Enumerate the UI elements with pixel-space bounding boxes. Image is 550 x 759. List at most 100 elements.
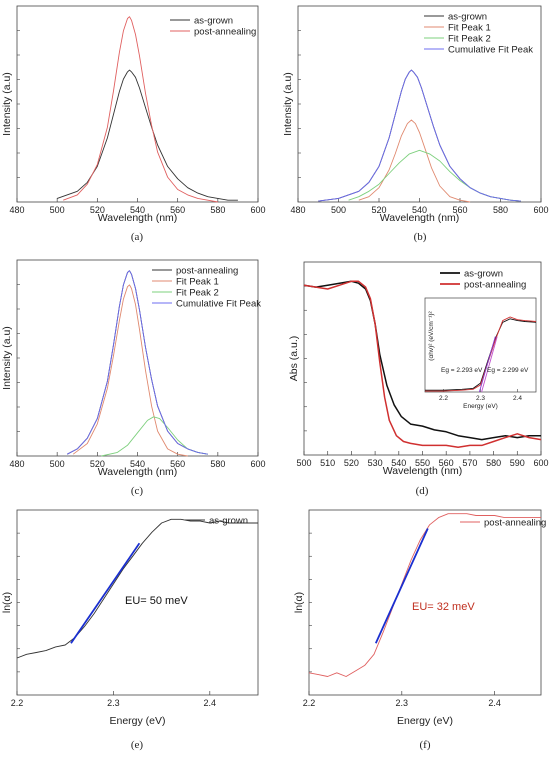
y-axis-title: ln(α) xyxy=(293,592,305,613)
x-tick-label: 550 xyxy=(415,458,430,468)
x-axis-title: Wavelength (nm) xyxy=(98,212,178,224)
legend-label: Fit Peak 1 xyxy=(448,23,491,34)
x-tick-label: 2.3 xyxy=(107,698,120,708)
x-axis-title: Wavelength (nm) xyxy=(383,465,463,477)
chart-panel-f: 2.2 2.3 2.4 Energy (eV) ln(α) post-annealing (… xyxy=(293,509,546,751)
x-tick-label: 2.4 xyxy=(204,698,217,708)
chart-panel-d: 500 510 520 530 540 550 560 570 580 590 600 Wavelen… xyxy=(288,261,549,497)
y-axis-title: Abs (a.u.) xyxy=(288,336,300,382)
x-tick-label: 580 xyxy=(486,458,501,468)
legend-label: post-annealing xyxy=(484,518,546,529)
legend-label: post-annealing xyxy=(464,280,526,291)
inset-eg-post: Eg = 2.299 eV xyxy=(487,367,529,374)
chart-panel-a: 480 500 520 540 560 580 600 Wavelength (nm) Inte… xyxy=(1,5,266,243)
x-tick-label: 520 xyxy=(371,205,386,215)
panel-label: (d) xyxy=(416,485,429,497)
legend-label: post-annealing xyxy=(194,27,256,38)
x-tick-label: 580 xyxy=(493,205,508,215)
x-tick-label: 480 xyxy=(290,205,305,215)
plot-frame xyxy=(297,5,542,203)
legend-label: Cumulative Fit Peak xyxy=(176,299,261,310)
urbach-energy-annotation: EU= 50 meV xyxy=(125,595,188,607)
x-tick-label: 540 xyxy=(412,205,427,215)
series-line-as-grown xyxy=(57,69,238,201)
inset-plot: 2.2 2.3 2.4 Energy (eV) (αhν)² (eV/cm⁻¹)² Eg … xyxy=(424,297,537,410)
legend-label: as-grown xyxy=(464,269,503,280)
plot-frame xyxy=(16,259,259,457)
series-line-as-grown xyxy=(318,69,521,202)
y-axis-title: Intensity (a.u) xyxy=(1,72,13,136)
x-axis-title: Energy (eV) xyxy=(397,715,453,727)
legend-label: Fit Peak 1 xyxy=(176,277,219,288)
x-tick-label: 560 xyxy=(439,458,454,468)
x-tick-label: 520 xyxy=(344,458,359,468)
series-line-post-annealing xyxy=(303,280,542,449)
inset-tangent-line xyxy=(478,336,496,393)
urbach-fit-line xyxy=(374,528,429,644)
panel-label: (c) xyxy=(131,485,144,497)
x-tick-label: 500 xyxy=(50,459,65,469)
series-line-post-annealing xyxy=(308,513,541,677)
urbach-energy-annotation: EU= 32 meV xyxy=(412,601,475,613)
inset-eg-as-grown: Eg = 2.293 eV xyxy=(441,367,483,374)
x-tick-label: 540 xyxy=(391,458,406,468)
inset-tick-label: 2.2 xyxy=(439,395,448,402)
legend-label: Cumulative Fit Peak xyxy=(448,45,533,56)
inset-tangent-line xyxy=(481,336,498,393)
x-tick-label: 530 xyxy=(368,458,383,468)
x-tick-label: 600 xyxy=(533,205,548,215)
legend-label: Fit Peak 2 xyxy=(176,288,219,299)
x-axis-title: Energy (eV) xyxy=(109,715,165,727)
x-tick-label: 560 xyxy=(452,205,467,215)
y-axis-title: ln(α) xyxy=(1,592,13,613)
y-axis-title: Intensity (a.u) xyxy=(1,326,13,390)
series-line-cumulative-fit-peak xyxy=(318,69,521,202)
x-tick-label: 2.3 xyxy=(396,698,409,708)
inset-x-title: Energy (eV) xyxy=(463,403,498,410)
x-tick-label: 520 xyxy=(90,205,105,215)
x-axis-title: Wavelength (nm) xyxy=(98,466,178,478)
x-tick-label: 500 xyxy=(296,458,311,468)
chart-panel-b: 480 500 520 540 560 580 600 Wavelength (nm) Inte… xyxy=(282,5,549,243)
inset-tick-label: 2.4 xyxy=(513,395,522,402)
series-line-as-grown xyxy=(16,518,258,659)
x-tick-label: 510 xyxy=(320,458,335,468)
panel-label: (e) xyxy=(131,739,144,751)
series-line-fit-peak-1 xyxy=(358,119,471,203)
x-axis-title: Wavelength (nm) xyxy=(380,212,460,224)
x-tick-label: 560 xyxy=(170,459,185,469)
inset-series-line xyxy=(425,316,537,392)
y-axis-title: Intensity (a.u) xyxy=(282,72,294,136)
x-tick-label: 500 xyxy=(50,205,65,215)
inset-frame xyxy=(424,297,537,393)
x-tick-label: 480 xyxy=(9,459,24,469)
series-line-fit-peak-1 xyxy=(72,284,188,457)
panel-label: (b) xyxy=(414,231,427,243)
chart-panel-c: 480 500 520 540 560 580 600 Wavelength (nm) Inte… xyxy=(1,259,266,497)
x-tick-label: 600 xyxy=(250,459,265,469)
legend-label: as-grown xyxy=(194,16,233,27)
x-tick-label: 600 xyxy=(250,205,265,215)
x-tick-label: 580 xyxy=(210,459,225,469)
chart-panel-e: 2.2 2.3 2.4 Energy (eV) ln(α) as-grown (e) EU= … xyxy=(1,509,259,751)
inset-tick-label: 2.3 xyxy=(476,395,485,402)
x-tick-label: 540 xyxy=(130,205,145,215)
series-line-post-annealing xyxy=(63,16,218,203)
x-tick-label: 2.2 xyxy=(11,698,24,708)
x-tick-label: 500 xyxy=(331,205,346,215)
x-tick-label: 540 xyxy=(130,459,145,469)
x-tick-label: 560 xyxy=(170,205,185,215)
x-tick-label: 590 xyxy=(510,458,525,468)
x-tick-label: 520 xyxy=(90,459,105,469)
x-tick-label: 2.4 xyxy=(488,698,501,708)
panel-label: (a) xyxy=(131,231,144,243)
x-tick-label: 600 xyxy=(533,458,548,468)
inset-y-title: (αhν)² (eV/cm⁻¹)² xyxy=(428,310,435,360)
panel-label: (f) xyxy=(420,739,431,751)
x-tick-label: 580 xyxy=(210,205,225,215)
x-tick-label: 480 xyxy=(9,205,24,215)
urbach-fit-line xyxy=(70,542,141,644)
legend-label: as-grown xyxy=(209,516,248,527)
x-tick-label: 2.2 xyxy=(303,698,316,708)
